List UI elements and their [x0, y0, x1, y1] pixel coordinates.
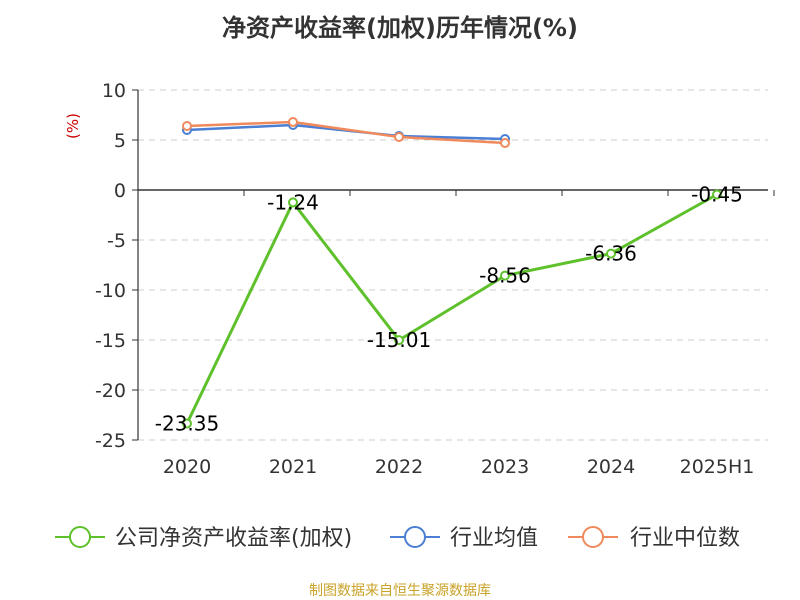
x-tick-label: 2024	[587, 456, 635, 478]
y-tick-label: 5	[114, 130, 126, 152]
data-point	[182, 121, 192, 131]
legend-label: 行业中位数	[630, 526, 740, 551]
data-point	[288, 197, 298, 208]
x-tick-label: 2021	[269, 456, 317, 478]
data-point	[394, 132, 404, 142]
series-line	[186, 123, 506, 141]
data-point	[500, 138, 510, 148]
y-tick-label: -5	[107, 230, 126, 252]
legend-label: 公司净资产收益率(加权)	[115, 526, 352, 551]
y-tick-label: -10	[95, 280, 126, 302]
data-point	[712, 189, 722, 200]
data-point	[182, 418, 192, 429]
data-label: -8.56	[479, 264, 531, 288]
series	[182, 117, 722, 429]
x-tick-label: 2025H1	[680, 456, 755, 478]
data-label: -1.24	[267, 190, 319, 214]
chart-title: 净资产收益率(加权)历年情况(%)	[222, 14, 578, 42]
legend-marker	[404, 526, 426, 548]
data-point	[394, 335, 404, 346]
data-label: -23.35	[155, 412, 219, 436]
data-point	[288, 117, 298, 127]
y-tick-label: -25	[95, 430, 126, 452]
y-tick-label: -20	[95, 380, 126, 402]
y-tick-label: 0	[114, 180, 126, 202]
axes: 10 5 0 -5 -10 -15 -20 -25 2020 2021 2022 2023 2024 20…	[95, 80, 775, 478]
x-tick-label: 2022	[375, 456, 423, 478]
source-note: 制图数据来自恒生聚源数据库	[309, 583, 491, 599]
x-tick-label: 2020	[163, 456, 211, 478]
data-label: -15.01	[367, 328, 431, 352]
series-line	[186, 120, 506, 145]
y-axis-unit-label: (%)	[64, 113, 82, 139]
y-tick-label: -15	[95, 330, 126, 352]
gridlines	[138, 89, 768, 441]
data-label: -0.45	[691, 183, 743, 207]
data-point	[500, 270, 510, 281]
x-tick-label: 2023	[481, 456, 529, 478]
data-label: -6.36	[585, 242, 637, 266]
data-labels: -23.35 -1.24 -15.01 -8.56 -6.36 -0.45	[155, 183, 743, 436]
y-tick-label: 10	[102, 80, 126, 102]
legend-marker	[582, 526, 604, 548]
legend-marker	[69, 526, 91, 548]
legend-label: 行业均值	[450, 526, 538, 551]
series-line	[185, 193, 718, 425]
data-point	[606, 248, 616, 259]
legend: 公司净资产收益率(加权) 行业均值 行业中位数	[55, 526, 740, 551]
